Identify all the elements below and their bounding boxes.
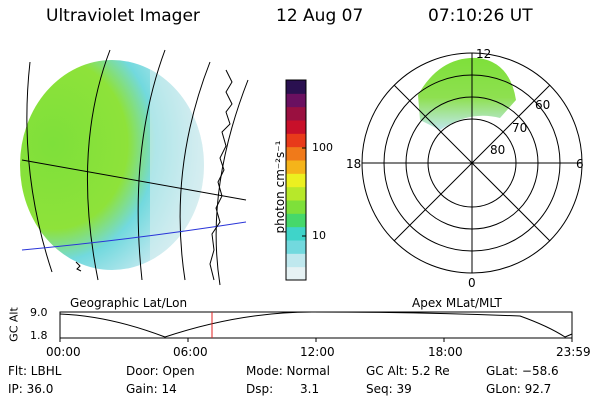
meridian-line <box>215 79 249 286</box>
instrument-title: Ultraviolet Imager <box>46 6 200 26</box>
x-tick-2359: 23:59 <box>556 345 591 359</box>
colorbar-segment <box>286 173 306 188</box>
x-tick-1800: 18:00 <box>428 345 463 359</box>
colorbar-segment <box>286 240 306 254</box>
meridian-line <box>137 49 166 281</box>
mlt-label-left: 18 <box>346 157 362 171</box>
colorbar-segment <box>286 160 306 174</box>
dsp-value: 3.1 <box>300 382 320 396</box>
colorbar-frame <box>285 79 307 281</box>
altitude-frame <box>59 311 573 339</box>
gc-altitude-label: GC Alt: 5.2 Re <box>366 364 450 378</box>
colorbar-tick-10: 10 <box>312 229 326 242</box>
colorbar-segment <box>286 93 306 108</box>
date-label: 12 Aug 07 <box>276 6 364 26</box>
colorbar-segment <box>286 80 306 94</box>
filter-label: Flt: LBHL <box>8 364 62 378</box>
disk-pale-edge <box>150 60 204 270</box>
lat-label-70: 70 <box>512 121 528 135</box>
y-tick-9: 9.0 <box>30 306 48 319</box>
auroral-oval <box>418 57 516 131</box>
colorbar-segment <box>286 186 306 201</box>
x-tick-0600: 06:00 <box>173 345 208 359</box>
altitude-plot <box>59 311 573 342</box>
glat-label: GLat: −58.6 <box>486 364 559 378</box>
colorbar <box>286 80 306 281</box>
geographic-image <box>20 49 249 286</box>
colorbar-segment <box>286 146 306 161</box>
meridian-line <box>179 61 211 281</box>
gain-label: Gain: 14 <box>126 382 177 396</box>
altitude-ylabel: GC Alt <box>7 307 21 342</box>
y-tick-1-8: 1.8 <box>30 329 48 342</box>
glon-label: GLon: 92.7 <box>486 382 552 396</box>
meridian-line <box>87 49 111 281</box>
colorbar-segment <box>286 133 306 148</box>
sequence-label: Seq: 39 <box>366 382 412 396</box>
colorbar-unit-label: photon cm⁻²s⁻¹ <box>273 140 287 234</box>
altitude-curve <box>59 311 573 338</box>
coastline <box>209 69 233 281</box>
x-tick-1200: 12:00 <box>300 345 335 359</box>
lat-label-60: 60 <box>535 98 551 112</box>
geo-panel-label: Geographic Lat/Lon <box>70 296 188 310</box>
colorbar-segment <box>286 213 306 228</box>
ip-label: IP: 36.0 <box>8 382 54 396</box>
island-outline <box>75 261 82 272</box>
meridian-line <box>26 61 53 273</box>
colorbar-segment <box>286 226 306 241</box>
mlt-label-right: 6 <box>576 157 584 171</box>
colorbar-segment <box>286 253 306 268</box>
polar-plot <box>361 52 583 274</box>
colorbar-segment <box>286 106 306 121</box>
latitude-line <box>21 159 247 201</box>
polar-panel-label: Apex MLat/MLT <box>412 296 502 310</box>
colorbar-segment <box>286 200 306 214</box>
colorbar-segment <box>286 120 306 134</box>
time-label: 07:10:26 UT <box>428 6 533 26</box>
colorbar-tick-100: 100 <box>312 141 333 154</box>
dsp-label: Dsp: <box>246 382 274 396</box>
mlt-label-bottom: 0 <box>468 276 476 290</box>
mode-label: Mode: Normal <box>246 364 330 378</box>
colorbar-segment <box>286 266 306 281</box>
door-label: Door: Open <box>126 364 195 378</box>
polar-diagonal <box>393 84 551 242</box>
lat-label-80: 80 <box>490 143 506 157</box>
mlt-label-top: 12 <box>476 47 492 61</box>
x-tick-0000: 00:00 <box>46 345 81 359</box>
